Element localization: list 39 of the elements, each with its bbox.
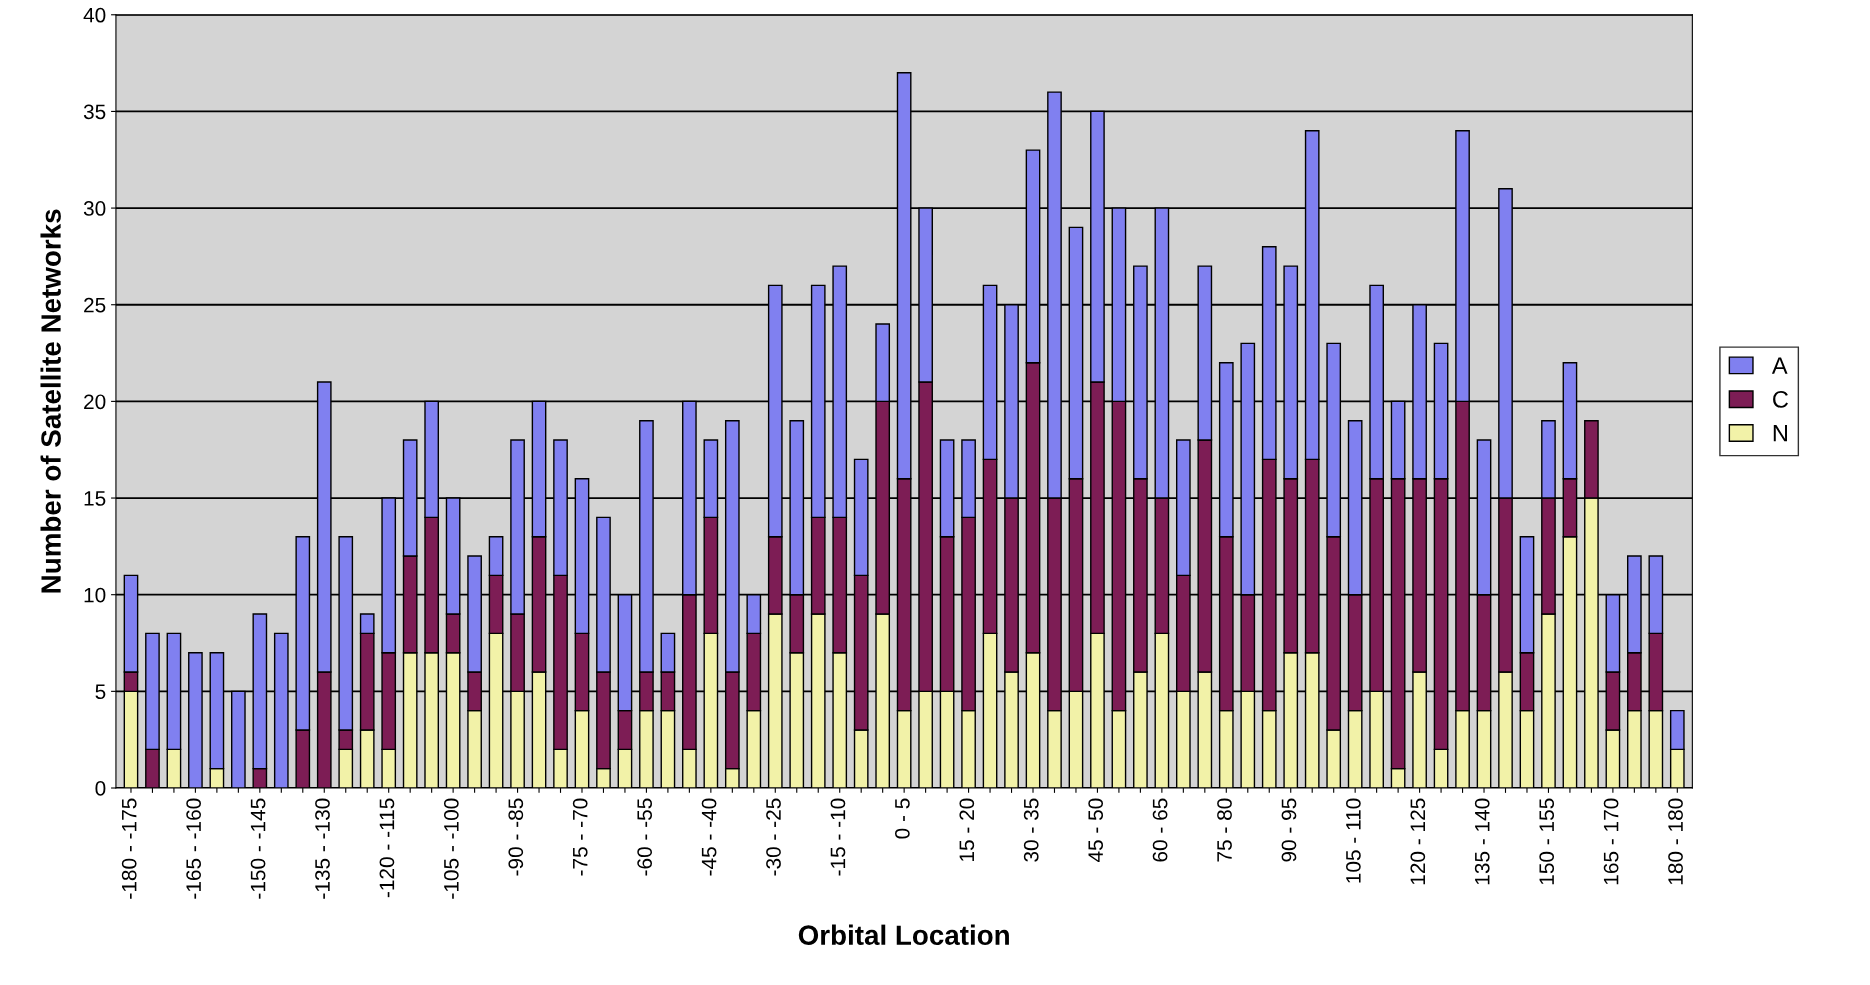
x-tick-label: -150 - -145 (250, 798, 266, 899)
x-tick-label: 0 - 5 (894, 798, 910, 839)
y-tick-label: 25 (84, 297, 106, 313)
legend-label: C (1773, 391, 1789, 408)
x-tick-label: -60 - -55 (637, 798, 653, 876)
y-tick-label: 15 (84, 491, 106, 506)
x-tick-label: 120 - 125 (1410, 798, 1426, 885)
x-tick-label: 135 - 140 (1474, 798, 1490, 885)
x-tick-label: 90 - 95 (1281, 798, 1297, 862)
x-tick-label: -75 - -70 (572, 798, 588, 876)
x-tick-label: 75 - 80 (1217, 798, 1232, 862)
y-tick-label: 40 (83, 7, 106, 23)
x-tick-label: -15 - -10 (830, 798, 846, 876)
y-tick-label: 35 (83, 104, 106, 120)
x-tick-label: -165 - -160 (186, 798, 201, 899)
x-axis-title: Orbital Location (798, 924, 1009, 946)
x-tick-label: -30 - -25 (766, 798, 781, 876)
x-tick-label: 15 - 20 (959, 798, 975, 861)
x-tick-label: -90 - -85 (508, 798, 524, 876)
y-tick-label: 5 (95, 684, 106, 700)
y-tick-label: 30 (83, 201, 106, 216)
legend-label: A (1771, 357, 1788, 374)
x-tick-label: 105 - 110 (1346, 798, 1361, 883)
x-tick-label: 30 - 35 (1023, 798, 1039, 862)
x-tick-label: -120 - -115 (379, 798, 395, 898)
x-tick-label: 165 - 170 (1603, 798, 1619, 885)
x-tick-label: -180 - -175 (121, 798, 137, 899)
x-tick-label: -135 - -130 (315, 798, 330, 899)
x-tick-label: -45 - -40 (701, 798, 717, 876)
x-tick-label: -105 - -100 (443, 798, 459, 899)
x-tick-label: 45 - 50 (1088, 798, 1104, 863)
y-tick-label: 20 (84, 394, 106, 410)
x-tick-label: 180 - 180 (1668, 798, 1683, 885)
y-axis-title: Number of Satellite Networks (40, 209, 61, 593)
y-tick-label: 0 (95, 781, 106, 796)
x-tick-label: 60 - 65 (1152, 798, 1168, 862)
x-tick-label: 150 - 155 (1539, 798, 1555, 885)
legend-label: N (1773, 425, 1787, 442)
y-tick-label: 10 (84, 587, 106, 603)
